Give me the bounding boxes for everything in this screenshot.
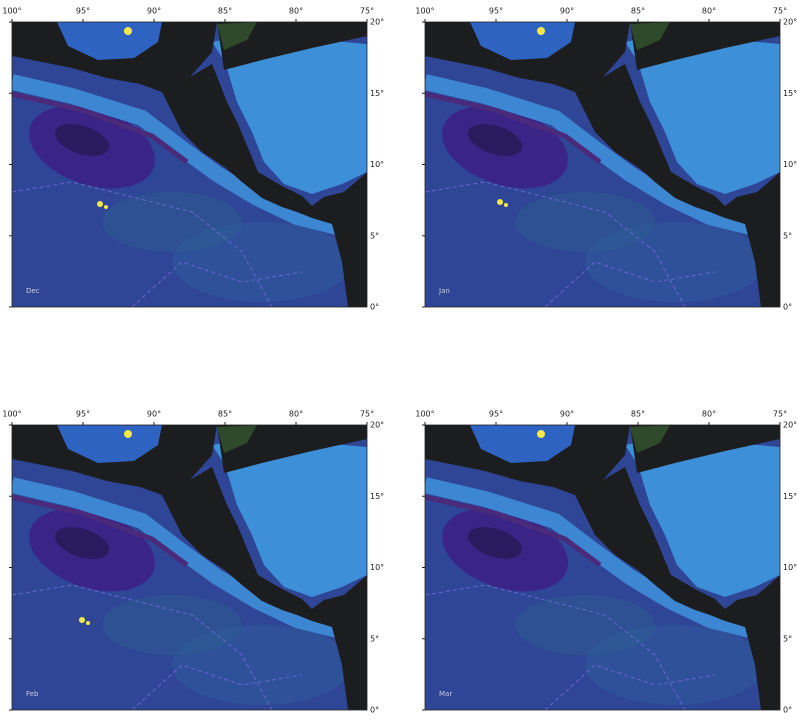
- hotspot: [497, 199, 503, 205]
- lat-label: 5°: [370, 634, 379, 643]
- lat-label: 10°: [783, 563, 797, 572]
- lat-label: 10°: [783, 160, 797, 169]
- lon-label: 90°: [147, 7, 161, 16]
- lat-label: 0°: [783, 706, 792, 715]
- lat-label: 10°: [370, 160, 384, 169]
- lat-label: 15°: [370, 89, 384, 98]
- lon-label: 75°: [360, 7, 374, 16]
- map: [425, 22, 780, 307]
- hotspot: [86, 621, 90, 625]
- lon-label: 85°: [218, 7, 232, 16]
- lon-label: 75°: [773, 7, 787, 16]
- hotspot: [504, 203, 508, 207]
- lat-label: 20°: [783, 18, 797, 27]
- lon-label: 75°: [773, 410, 787, 419]
- lon-label: 100°: [415, 7, 434, 16]
- lon-label: 85°: [631, 410, 645, 419]
- lat-label: 15°: [783, 89, 797, 98]
- hotspot: [97, 201, 103, 207]
- lon-label: 80°: [702, 7, 716, 16]
- map-panel: 100° 95° 90° 85° 80° 75° 20° 15° 10° 5° 0° Dec: [2, 7, 384, 312]
- lat-label: 0°: [370, 303, 379, 312]
- lon-label: 80°: [289, 410, 303, 419]
- map: [12, 425, 367, 710]
- lon-label: 100°: [2, 410, 21, 419]
- panel-label: Jan: [438, 287, 450, 295]
- lon-label: 95°: [489, 7, 503, 16]
- lon-label: 100°: [2, 7, 21, 16]
- lat-label: 5°: [783, 634, 792, 643]
- lon-label: 95°: [489, 410, 503, 419]
- lat-label: 20°: [370, 421, 384, 430]
- lon-label: 85°: [218, 410, 232, 419]
- lat-label: 5°: [370, 231, 379, 240]
- lon-label: 95°: [76, 410, 90, 419]
- lon-label: 85°: [631, 7, 645, 16]
- lon-label: 80°: [702, 410, 716, 419]
- lat-label: 15°: [370, 492, 384, 501]
- map: [425, 425, 780, 710]
- lon-label: 90°: [147, 410, 161, 419]
- lon-label: 75°: [360, 410, 374, 419]
- map: [12, 22, 367, 307]
- map-panel: 100° 95° 90° 85° 80° 75° 20° 15° 10° 5° 0° Mar: [415, 410, 797, 715]
- lat-label: 5°: [783, 231, 792, 240]
- lat-label: 20°: [370, 18, 384, 27]
- lat-label: 20°: [783, 421, 797, 430]
- lat-label: 15°: [783, 492, 797, 501]
- lat-label: 0°: [783, 303, 792, 312]
- hotspot: [79, 617, 85, 623]
- lon-label: 90°: [560, 410, 574, 419]
- lon-label: 80°: [289, 7, 303, 16]
- map-panel: 100° 95° 90° 85° 80° 75° 20° 15° 10° 5° 0° Feb: [2, 410, 384, 715]
- lon-label: 95°: [76, 7, 90, 16]
- hotspot: [104, 205, 108, 209]
- lat-label: 10°: [370, 563, 384, 572]
- panel-label: Dec: [26, 287, 40, 295]
- map-panel: 100° 95° 90° 85° 80° 75° 20° 15° 10° 5° 0° Jan: [415, 7, 797, 312]
- lon-label: 90°: [560, 7, 574, 16]
- lon-label: 100°: [415, 410, 434, 419]
- lat-label: 0°: [370, 706, 379, 715]
- panel-label: Feb: [26, 690, 39, 698]
- panel-label: Mar: [439, 690, 452, 698]
